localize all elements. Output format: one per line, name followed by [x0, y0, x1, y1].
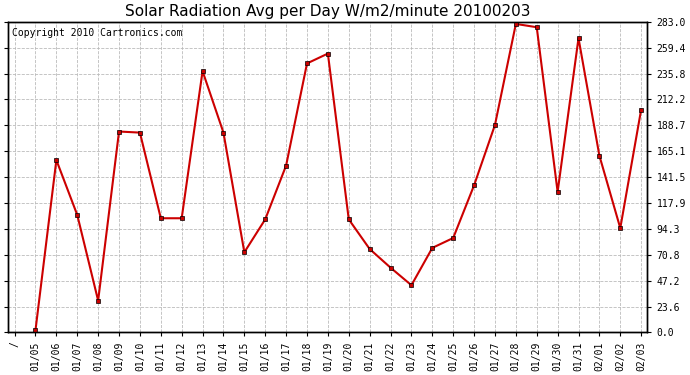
Text: Copyright 2010 Cartronics.com: Copyright 2010 Cartronics.com — [12, 28, 182, 38]
Title: Solar Radiation Avg per Day W/m2/minute 20100203: Solar Radiation Avg per Day W/m2/minute … — [125, 4, 531, 19]
